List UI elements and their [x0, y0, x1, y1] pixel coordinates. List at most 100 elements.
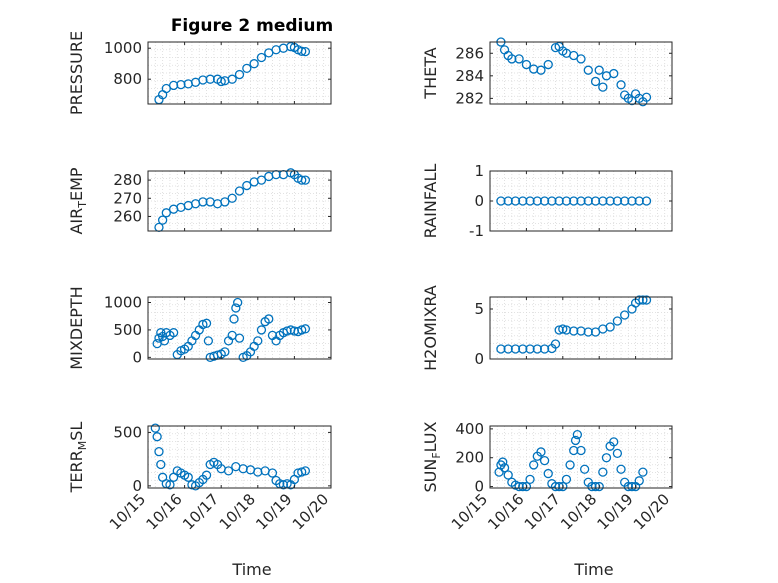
data-point	[620, 196, 630, 206]
data-point	[609, 68, 619, 79]
y-axis-label-subscript: M	[76, 441, 89, 451]
data-point	[256, 52, 267, 63]
data-point	[496, 196, 506, 206]
y-axis-label-subscript: F	[430, 452, 443, 458]
data-point	[565, 460, 575, 470]
data-point	[150, 423, 160, 433]
data-point	[264, 314, 274, 324]
data-point	[558, 481, 568, 492]
data-point	[576, 196, 586, 206]
y-tick-label: 280	[113, 171, 142, 189]
y-axis-label-subscript: T	[76, 201, 89, 209]
data-point	[543, 59, 553, 70]
axes-box	[489, 296, 673, 360]
y-axis-label-end: LUX	[421, 421, 440, 452]
data-point	[154, 447, 164, 457]
data-point	[561, 196, 572, 206]
data-point	[205, 74, 215, 84]
y-axis-label: MIXDEPTH	[67, 286, 86, 369]
data-point	[583, 65, 593, 75]
series-mixdepth	[152, 297, 311, 363]
data-point	[297, 325, 307, 335]
data-point	[569, 326, 579, 336]
data-point	[612, 316, 623, 326]
data-point	[514, 54, 524, 64]
data-point	[590, 76, 601, 87]
data-point	[201, 318, 212, 328]
data-point	[539, 344, 550, 354]
data-point	[256, 325, 267, 335]
y-axis-label-end: EMP	[67, 167, 86, 201]
data-point	[641, 92, 652, 102]
grid	[147, 170, 332, 232]
data-point	[503, 344, 513, 354]
data-point	[220, 347, 230, 357]
y-tick-label: 286	[455, 44, 484, 62]
data-point	[543, 468, 553, 479]
y-tick-label: 1	[474, 162, 484, 180]
data-point	[282, 326, 292, 336]
panel-theta: 282 284 286 THETA	[421, 37, 673, 107]
axes-box	[147, 425, 332, 489]
data-point	[503, 470, 513, 480]
data-point	[572, 430, 583, 440]
data-point	[203, 336, 214, 346]
y-tick-label: 0	[132, 348, 142, 366]
y-axis-label-end: SL	[67, 422, 86, 441]
data-point	[525, 196, 535, 206]
y-tick-label: 1000	[104, 39, 142, 57]
data-point	[278, 480, 289, 490]
data-point	[561, 474, 572, 484]
data-point	[569, 50, 579, 61]
data-point	[605, 322, 615, 332]
data-point	[594, 481, 604, 492]
y-tick-label: 500	[113, 321, 142, 339]
data-point	[157, 215, 168, 225]
data-point	[496, 344, 506, 354]
y-tick-label: 0	[474, 192, 484, 210]
y-tick-label: 0	[132, 477, 142, 495]
data-point	[609, 437, 619, 447]
data-point	[499, 463, 510, 473]
data-point	[525, 344, 535, 354]
y-axis-label: H2OMIXRA	[421, 285, 440, 371]
data-point	[569, 196, 579, 206]
y-tick-label: 400	[455, 420, 484, 438]
data-point	[576, 445, 586, 456]
data-point	[601, 453, 612, 463]
data-point	[297, 46, 307, 56]
data-point	[576, 54, 586, 64]
data-point	[227, 193, 237, 203]
y-axis-label: AIRTEMP	[67, 167, 89, 234]
y-axis-label: SUNFLUX	[421, 421, 443, 492]
data-point	[242, 180, 252, 191]
data-point	[587, 481, 597, 492]
axes-box	[489, 41, 673, 105]
data-point	[598, 196, 608, 206]
data-point	[598, 467, 608, 477]
data-point	[297, 175, 307, 185]
data-point	[536, 65, 546, 75]
data-point	[168, 328, 179, 338]
data-point	[594, 65, 604, 75]
axes-box	[147, 41, 332, 105]
data-point	[634, 196, 644, 206]
data-point	[532, 196, 542, 206]
data-point	[267, 468, 278, 478]
y-axis-label-main: TERR	[67, 450, 86, 493]
axes-box	[489, 425, 673, 489]
data-point	[550, 481, 561, 492]
data-point	[554, 325, 564, 335]
chart-title: Figure 2 medium	[171, 16, 333, 36]
y-tick-label: 800	[113, 70, 142, 88]
data-point	[616, 80, 626, 90]
data-point	[623, 481, 633, 492]
y-axis-label: TERRMSL	[67, 422, 89, 494]
data-point	[612, 196, 623, 206]
panel-pressure: 800 1000 PRESSURE	[67, 31, 332, 115]
data-point	[234, 333, 245, 343]
data-point	[521, 481, 532, 492]
data-point	[558, 324, 568, 334]
